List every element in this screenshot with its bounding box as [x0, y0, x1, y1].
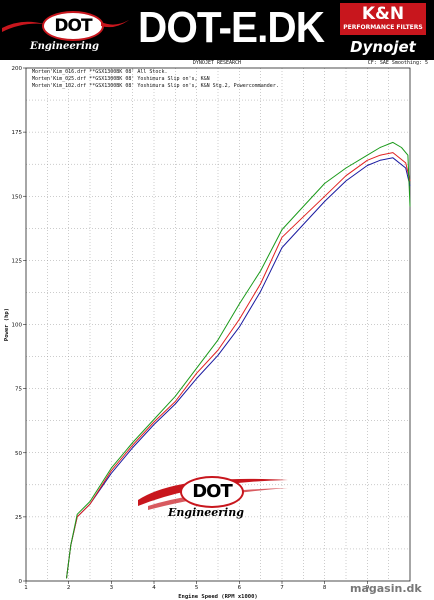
series-line-powercommander: [66, 141, 411, 579]
sheet-title: DYNOJET RESEARCH: [192, 60, 242, 66]
header-banner: DOT Engineering DOT-E.DK K&N PERFORMANCE…: [0, 0, 434, 60]
chart-series: [66, 141, 411, 579]
y-axis-label: Power (hp): [4, 308, 10, 341]
x-tick-label: 4: [152, 585, 156, 591]
y-tick-label: 200: [12, 66, 23, 72]
swoosh-icon: [101, 20, 129, 28]
legend-entry-yoshimura-kn: Morten'Kim_025.drf **GSX1300BK 08' Yoshi…: [32, 76, 210, 82]
site-title: DOT-E.DK: [138, 3, 325, 52]
y-tick-label: 100: [12, 323, 23, 329]
kn-tagline: PERFORMANCE FILTERS: [343, 24, 423, 31]
sheet-meta: CF: SAE Smoothing: 5: [367, 60, 428, 66]
x-tick-label: 1: [24, 585, 28, 591]
series-line-yoshimura-kn: [66, 152, 411, 579]
chart-axes: [23, 67, 411, 584]
dot-subtitle: Engineering: [30, 41, 100, 52]
watermark-subtitle: Engineering: [168, 506, 244, 519]
legend-entry-powercommander: Morten'Kim_102.drf **GSX1300BK 08' Yoshi…: [32, 83, 279, 89]
x-tick-label: 3: [110, 585, 114, 591]
x-tick-label: 5: [195, 585, 199, 591]
kn-logo-box: K&N PERFORMANCE FILTERS: [340, 3, 426, 35]
x-tick-label: 7: [280, 585, 284, 591]
y-tick-label: 125: [12, 258, 23, 264]
x-tick-label: 6: [238, 585, 242, 591]
legend-entry-stock: Morten'Kim_016.drf **GSX1300BK 08' All S…: [32, 69, 168, 75]
chart-grid: [26, 68, 410, 581]
y-tick-label: 75: [15, 387, 22, 393]
y-tick-label: 0: [19, 579, 23, 585]
kn-logo: K&N: [361, 4, 405, 24]
watermark-logo: DOT: [180, 476, 244, 508]
dot-logo: DOT: [42, 11, 104, 41]
site-watermark: magasin.dk: [350, 582, 422, 595]
x-axis-label: Engine Speed (RPM x1000): [178, 594, 257, 600]
y-tick-label: 50: [15, 451, 22, 457]
chart-legend: Morten'Kim_016.drf **GSX1300BK 08' All S…: [32, 69, 279, 90]
x-tick-label: 9: [366, 585, 370, 591]
x-tick-label: 8: [323, 585, 327, 591]
chart-labels: 0 25 50 75 100 125 150 175 200 1 2 3 4 5 6 7 8 9 Engine Sp…: [4, 66, 370, 600]
dynojet-logo: Dynojet: [350, 38, 416, 56]
y-tick-label: 175: [12, 130, 23, 136]
x-tick-label: 2: [67, 585, 71, 591]
y-tick-label: 25: [15, 515, 22, 521]
y-tick-label: 150: [12, 194, 23, 200]
swoosh-icon: [2, 21, 44, 32]
